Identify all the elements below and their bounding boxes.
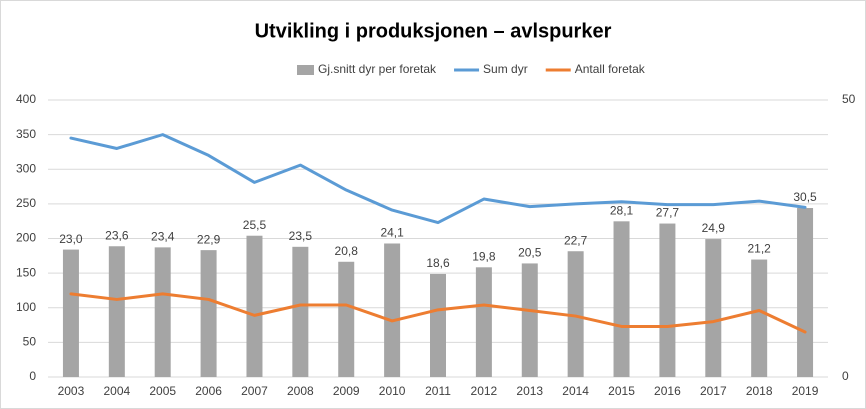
- x-tick-label: 2003: [58, 384, 85, 398]
- data-label: 23,6: [105, 228, 129, 242]
- y-tick-label: 300: [16, 161, 36, 175]
- bar: [613, 221, 630, 377]
- bar: [705, 239, 722, 377]
- bar: [200, 250, 217, 377]
- bar: [62, 249, 79, 377]
- data-label: 22,7: [564, 233, 588, 247]
- data-label: 27,7: [656, 206, 680, 220]
- bar: [567, 251, 584, 377]
- x-tick-label: 2005: [149, 384, 176, 398]
- data-label: 18,6: [426, 256, 450, 270]
- bar: [797, 208, 814, 377]
- bar: [108, 246, 125, 377]
- data-label: 23,0: [59, 232, 83, 246]
- x-tick-label: 2016: [654, 384, 681, 398]
- data-label: 20,5: [518, 246, 542, 260]
- x-tick-label: 2004: [103, 384, 130, 398]
- chart-title: Utvikling i produksjonen – avlspurker: [255, 20, 612, 42]
- y-tick-label: 200: [16, 231, 36, 245]
- x-tick-label: 2015: [608, 384, 635, 398]
- bar: [751, 259, 768, 377]
- legend-label: Sum dyr: [483, 62, 528, 76]
- x-tick-label: 2014: [562, 384, 589, 398]
- y-tick-label: 100: [16, 300, 36, 314]
- data-label: 19,8: [472, 249, 496, 263]
- data-label: 21,2: [747, 242, 771, 256]
- data-label: 25,5: [243, 218, 267, 232]
- data-label: 23,5: [289, 229, 313, 243]
- line: [69, 292, 807, 334]
- x-tick-label: 2013: [516, 384, 543, 398]
- bar: [338, 261, 355, 377]
- y-tick-label: 350: [16, 127, 36, 141]
- x-tick-label: 2012: [471, 384, 498, 398]
- y-tick-label: 0: [29, 369, 36, 383]
- bar: [475, 267, 492, 377]
- legend-swatch: [297, 65, 314, 75]
- data-label: 20,8: [335, 244, 359, 258]
- data-label: 22,9: [197, 232, 221, 246]
- data-label: 23,4: [151, 230, 175, 244]
- x-tick-label: 2011: [425, 384, 451, 398]
- x-tick-label: 2010: [379, 384, 406, 398]
- y-tick-label: 400: [16, 92, 36, 106]
- y2-tick-label: 50: [842, 92, 856, 106]
- bar: [659, 223, 676, 377]
- bar: [430, 273, 446, 377]
- x-tick-label: 2008: [287, 384, 314, 398]
- y-tick-label: 250: [16, 196, 36, 210]
- data-label: 30,5: [793, 190, 817, 204]
- data-label: 24,1: [380, 226, 404, 240]
- data-label: 24,9: [702, 221, 726, 235]
- x-tick-label: 2017: [700, 384, 727, 398]
- x-tick-label: 2019: [792, 384, 819, 398]
- bar: [154, 247, 171, 377]
- x-tick-label: 2009: [333, 384, 360, 398]
- bar: [521, 263, 538, 377]
- y-tick-label: 150: [16, 265, 36, 279]
- x-tick-label: 2006: [195, 384, 222, 398]
- legend-label: Gj.snitt dyr per foretak: [318, 62, 437, 76]
- y2-tick-label: 0: [842, 369, 849, 383]
- bar: [384, 243, 401, 377]
- data-label: 28,1: [610, 203, 634, 217]
- y-tick-label: 50: [23, 335, 37, 349]
- bar: [246, 235, 263, 377]
- line: [69, 133, 807, 225]
- x-tick-label: 2007: [241, 384, 268, 398]
- legend-label: Antall foretak: [575, 62, 646, 76]
- bar: [292, 246, 309, 377]
- x-tick-label: 2018: [746, 384, 773, 398]
